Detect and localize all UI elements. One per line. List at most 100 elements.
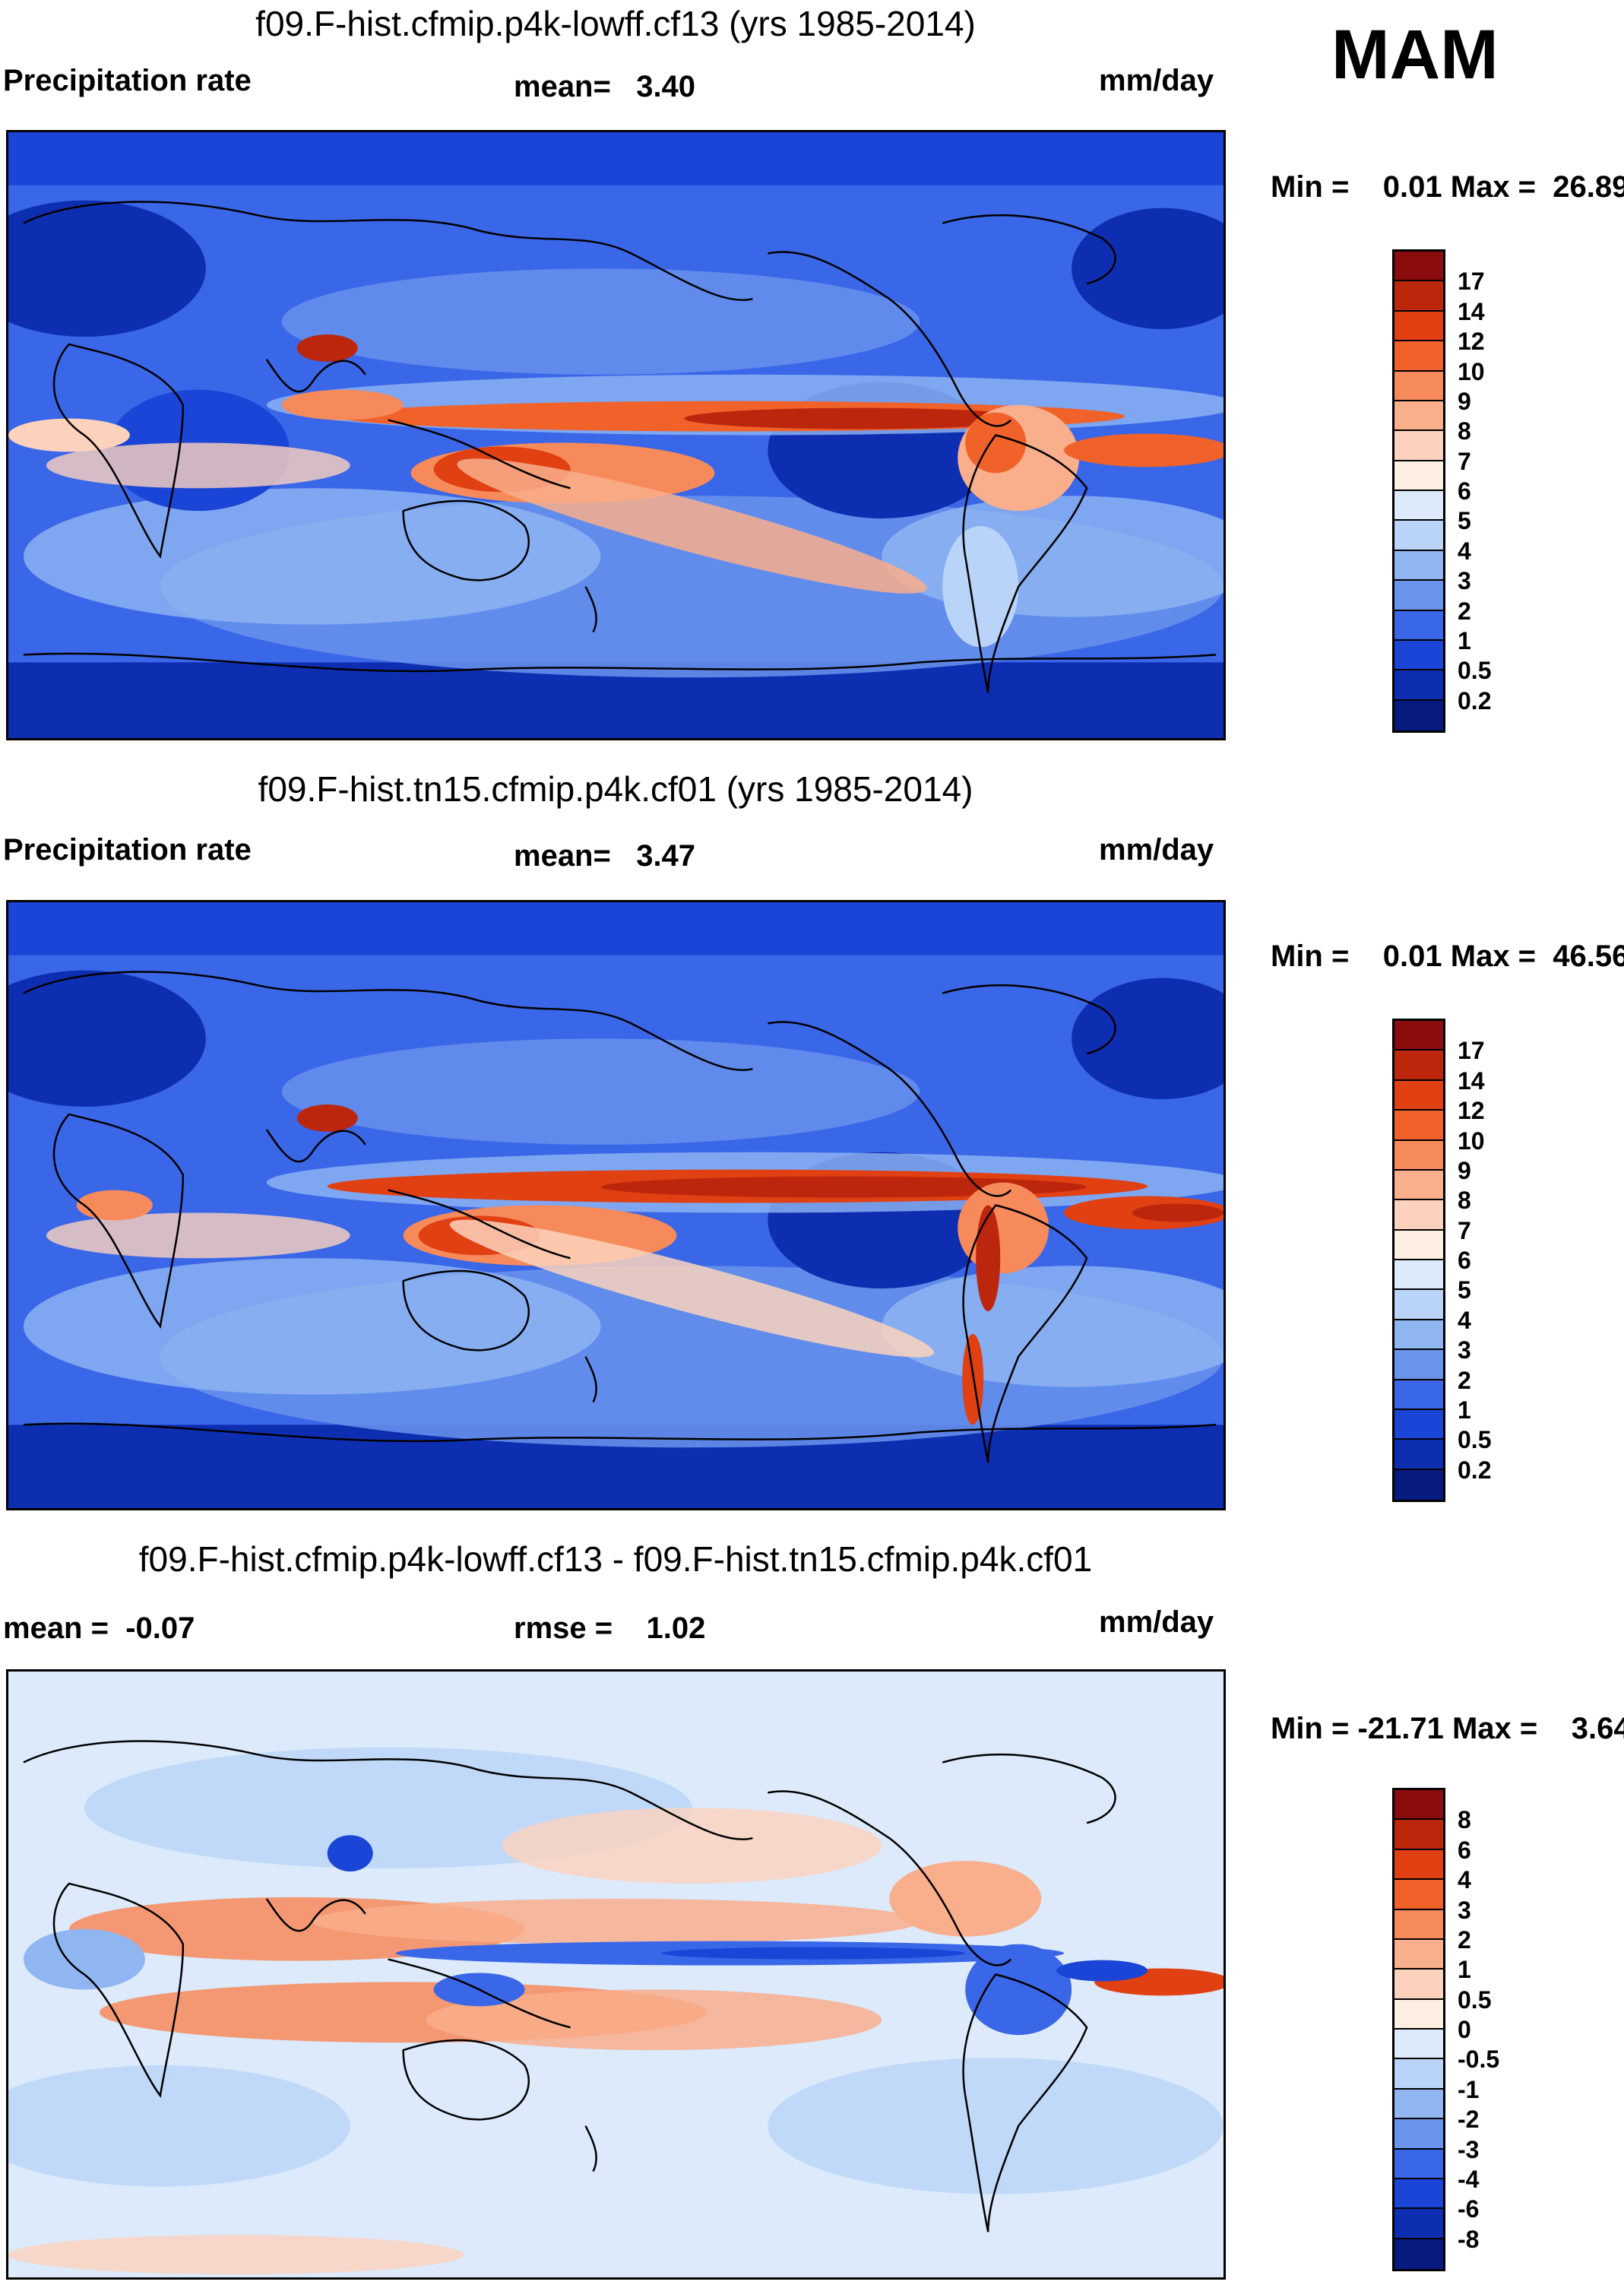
colorbar-box (1394, 1970, 1443, 2000)
colorbar-box (1394, 1409, 1443, 1440)
colorbar-tick-label: 14 (1458, 297, 1485, 325)
colorbar-tick-label: -8 (1458, 2225, 1480, 2253)
colorbar-tick-label: 3 (1458, 1336, 1471, 1364)
colorbar-tick-label: 12 (1458, 328, 1485, 356)
panel-3-minmax: Min = -21.71 Max = 3.64 (1271, 1712, 1624, 1745)
colorbar-box (1394, 1170, 1443, 1201)
colorbar-tick-label: 9 (1458, 387, 1471, 415)
panel-2-coastlines (23, 971, 1217, 1463)
colorbar-box (1394, 1790, 1443, 1821)
colorbar-tick-label: 3 (1458, 567, 1471, 595)
colorbar-tick-label: 2 (1458, 1366, 1471, 1394)
colorbar-box (1394, 281, 1443, 312)
colorbar-box (1394, 1290, 1443, 1320)
colorbar-box (1394, 311, 1443, 342)
colorbar-tick-label: 1 (1458, 1956, 1471, 1984)
colorbar-box (1394, 491, 1443, 521)
colorbar-tick-label: -0.5 (1458, 2046, 1500, 2074)
colorbar-box (1394, 1849, 1443, 1881)
panel-1-coastlines (23, 201, 1217, 693)
colorbar-box (1394, 640, 1443, 671)
colorbar-tick-label: 5 (1458, 1276, 1471, 1304)
colorbar-box (1394, 581, 1443, 611)
season-label: MAM (1331, 16, 1499, 93)
colorbar-tick-label: 7 (1458, 447, 1471, 475)
colorbar-box (1394, 2149, 1443, 2179)
panel-1-colorbar (1392, 249, 1445, 733)
colorbar-tick-label: 0.5 (1458, 1985, 1492, 2014)
colorbar-tick-label: 4 (1458, 1306, 1471, 1334)
colorbar-box (1394, 2209, 1443, 2239)
colorbar-tick-label: 6 (1458, 1247, 1471, 1274)
colorbar-box (1394, 1080, 1443, 1111)
colorbar-tick-label: 10 (1458, 1127, 1485, 1155)
panel-2-mean-label: mean= 3.47 (514, 839, 696, 873)
colorbar-box (1394, 1021, 1443, 1051)
colorbar-tick-label: 2 (1458, 597, 1471, 625)
colorbar-tick-label: 8 (1458, 1187, 1471, 1215)
colorbar-box (1394, 371, 1443, 401)
colorbar-tick-label: 14 (1458, 1066, 1485, 1095)
colorbar-tick-label: -3 (1458, 2135, 1480, 2163)
colorbar-box (1394, 2089, 1443, 2120)
colorbar-box (1394, 1111, 1443, 1141)
colorbar-box (1394, 1320, 1443, 1351)
panel-1-map-field (8, 132, 1224, 738)
colorbar-tick-label: 0.5 (1458, 1426, 1492, 1454)
colorbar-box (1394, 1260, 1443, 1291)
colorbar-tick-label: 17 (1458, 1037, 1485, 1065)
colorbar-box (1394, 1880, 1443, 1910)
colorbar-box (1394, 1469, 1443, 1500)
panel-3-map (6, 1669, 1226, 2280)
colorbar-box (1394, 2179, 1443, 2210)
colorbar-box (1394, 521, 1443, 551)
colorbar-tick-label: 17 (1458, 268, 1485, 296)
colorbar-box (1394, 2119, 1443, 2150)
panel-3-colorbar (1392, 1788, 1445, 2271)
colorbar-box (1394, 431, 1443, 461)
panel-3-title: f09.F-hist.cfmip.p4k-lowff.cf13 - f09.F-… (138, 1539, 1093, 1579)
colorbar-tick-label: 0.2 (1458, 686, 1492, 715)
colorbar-box (1394, 252, 1443, 282)
panel-2-variable-label: Precipitation rate (3, 833, 252, 867)
colorbar-tick-label: 0.5 (1458, 657, 1492, 685)
colorbar-tick-label: 2 (1458, 1925, 1471, 1954)
colorbar-box (1394, 700, 1443, 730)
colorbar-box (1394, 670, 1443, 701)
colorbar-tick-label: 4 (1458, 1866, 1471, 1894)
colorbar-tick-label: 6 (1458, 1836, 1471, 1864)
colorbar-box (1394, 401, 1443, 432)
colorbar-box (1394, 1230, 1443, 1260)
colorbar-tick-label: -2 (1458, 2106, 1480, 2134)
colorbar-box (1394, 1051, 1443, 1081)
colorbar-tick-label: 4 (1458, 537, 1471, 565)
panel-3-units-label: mm/day (1099, 1605, 1214, 1639)
colorbar-tick-label: 0 (1458, 2016, 1471, 2043)
panel-3-mean-label: mean = -0.07 (3, 1611, 195, 1645)
colorbar-box (1394, 2030, 1443, 2060)
colorbar-box (1394, 461, 1443, 491)
colorbar-tick-label: 1 (1458, 626, 1471, 654)
panel-2-title: f09.F-hist.tn15.cfmip.p4k.cf01 (yrs 1985… (258, 769, 973, 809)
colorbar-tick-label: -6 (1458, 2195, 1480, 2223)
colorbar-box (1394, 610, 1443, 641)
colorbar-box (1394, 2059, 1443, 2090)
colorbar-tick-label: 8 (1458, 1806, 1471, 1834)
panel-1-title: f09.F-hist.cfmip.p4k-lowff.cf13 (yrs 198… (255, 4, 976, 43)
colorbar-box (1394, 1909, 1443, 1940)
panel-2-units-label: mm/day (1099, 833, 1214, 867)
colorbar-box (1394, 341, 1443, 372)
panel-2-map-field (8, 902, 1224, 1508)
panel-3-coastlines (23, 1740, 1116, 2233)
colorbar-tick-label: 6 (1458, 477, 1471, 505)
panel-1-variable-label: Precipitation rate (3, 64, 252, 97)
colorbar-tick-label: 1 (1458, 1396, 1471, 1424)
colorbar-tick-label: 9 (1458, 1156, 1471, 1184)
colorbar-tick-label: 8 (1458, 417, 1471, 445)
colorbar-tick-label: 7 (1458, 1216, 1471, 1244)
colorbar-tick-label: 3 (1458, 1896, 1471, 1924)
colorbar-box (1394, 1140, 1443, 1171)
colorbar-box (1394, 550, 1443, 582)
panel-3-rmse-label: rmse = 1.02 (514, 1611, 706, 1645)
colorbar-box (1394, 1380, 1443, 1410)
